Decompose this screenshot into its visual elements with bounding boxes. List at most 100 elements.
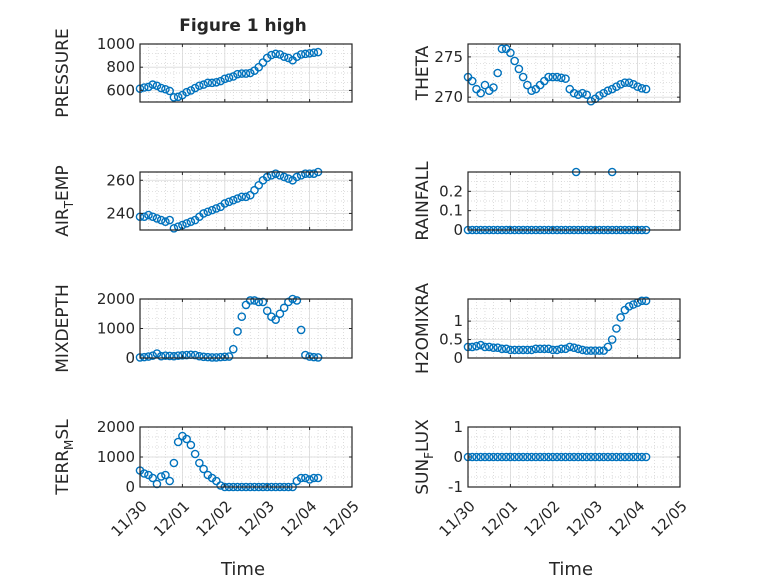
data-point	[309, 169, 319, 178]
data-point	[544, 452, 553, 462]
y-axis-label: RAINFALL	[413, 161, 433, 241]
y-tick-label: 2000	[97, 418, 135, 436]
data-point	[203, 352, 213, 362]
data-point	[139, 83, 149, 92]
data-point	[245, 296, 255, 305]
data-point	[514, 452, 524, 462]
y-tick-label: 260	[106, 171, 135, 189]
data-point	[493, 452, 502, 462]
data-point	[556, 344, 566, 354]
data-point	[237, 192, 247, 202]
x-axis-label-right: Time	[548, 559, 593, 580]
data-point	[152, 479, 162, 489]
data-point	[220, 352, 230, 362]
data-point	[292, 52, 302, 62]
y-tick-label: 1000	[97, 35, 135, 53]
data-point	[527, 86, 536, 96]
data-point	[501, 344, 511, 354]
data-point	[220, 74, 230, 84]
data-point	[535, 452, 545, 462]
data-point	[271, 49, 280, 59]
data-point	[552, 452, 562, 462]
data-point	[309, 352, 319, 362]
data-point	[616, 79, 625, 89]
y-tick-label: 0.5	[439, 331, 463, 349]
data-point	[548, 452, 558, 462]
data-point	[148, 351, 158, 360]
axes-box	[139, 43, 353, 103]
y-tick-label: 1000	[97, 448, 135, 466]
data-point	[633, 452, 642, 462]
data-point	[275, 50, 285, 59]
y-tick-label: 0	[125, 349, 135, 367]
data-point	[501, 452, 511, 462]
data-point	[148, 473, 158, 483]
data-point	[237, 69, 247, 78]
y-tick-label: 275	[434, 48, 463, 66]
data-point	[497, 344, 507, 354]
data-point	[165, 86, 174, 96]
data-point	[561, 344, 570, 354]
data-point	[637, 84, 647, 93]
data-point	[573, 344, 583, 354]
data-point	[523, 80, 532, 90]
data-point	[305, 352, 314, 361]
data-point	[497, 44, 507, 54]
data-point	[582, 452, 592, 462]
data-point	[582, 346, 592, 355]
data-point	[624, 78, 634, 87]
data-point	[561, 452, 570, 462]
data-point	[207, 205, 217, 215]
y-tick-label: 600	[106, 81, 135, 99]
data-point	[510, 452, 519, 462]
data-point	[152, 81, 162, 91]
data-point	[637, 296, 647, 306]
subplot-mixdepth: 0 1000 2000 MIXDEPTH	[53, 284, 353, 373]
data-point	[313, 47, 323, 57]
data-point	[296, 473, 306, 483]
y-tick-label: 0	[453, 448, 463, 466]
data-point	[284, 53, 293, 63]
data-point	[292, 172, 302, 182]
data-point	[292, 296, 302, 305]
data-point	[182, 350, 191, 360]
data-point	[220, 199, 230, 208]
data-point	[156, 472, 166, 481]
data-point	[527, 345, 536, 355]
data-point	[301, 169, 310, 178]
data-point	[484, 342, 494, 352]
data-point	[203, 78, 213, 88]
data-point	[152, 214, 162, 223]
data-point	[165, 351, 174, 361]
subplot-air-temp: 240 260 AIRTEMP	[53, 165, 353, 237]
data-point	[228, 344, 238, 354]
data-point	[612, 324, 621, 333]
y-tick-label: 800	[106, 58, 135, 76]
data-point	[199, 352, 208, 362]
data-point	[569, 343, 579, 352]
data-point	[267, 50, 276, 60]
data-point	[595, 91, 604, 100]
data-point	[279, 303, 289, 313]
data-point	[510, 345, 519, 355]
data-point	[518, 345, 528, 355]
data-point	[514, 64, 524, 74]
data-point	[165, 476, 174, 486]
y-tick-label: 1	[453, 312, 463, 330]
data-point	[296, 325, 306, 335]
y-tick-label: 0.2	[439, 182, 463, 200]
data-point	[506, 48, 515, 58]
data-point	[569, 88, 579, 98]
data-point	[590, 452, 600, 462]
y-tick-label: 1	[453, 418, 463, 436]
data-point	[156, 215, 166, 225]
data-point	[309, 473, 319, 483]
data-point	[305, 475, 314, 484]
data-point	[480, 80, 490, 90]
data-point	[305, 48, 314, 58]
data-point	[245, 68, 255, 78]
data-point	[476, 88, 486, 98]
data-point	[254, 180, 264, 190]
data-point	[139, 352, 149, 362]
